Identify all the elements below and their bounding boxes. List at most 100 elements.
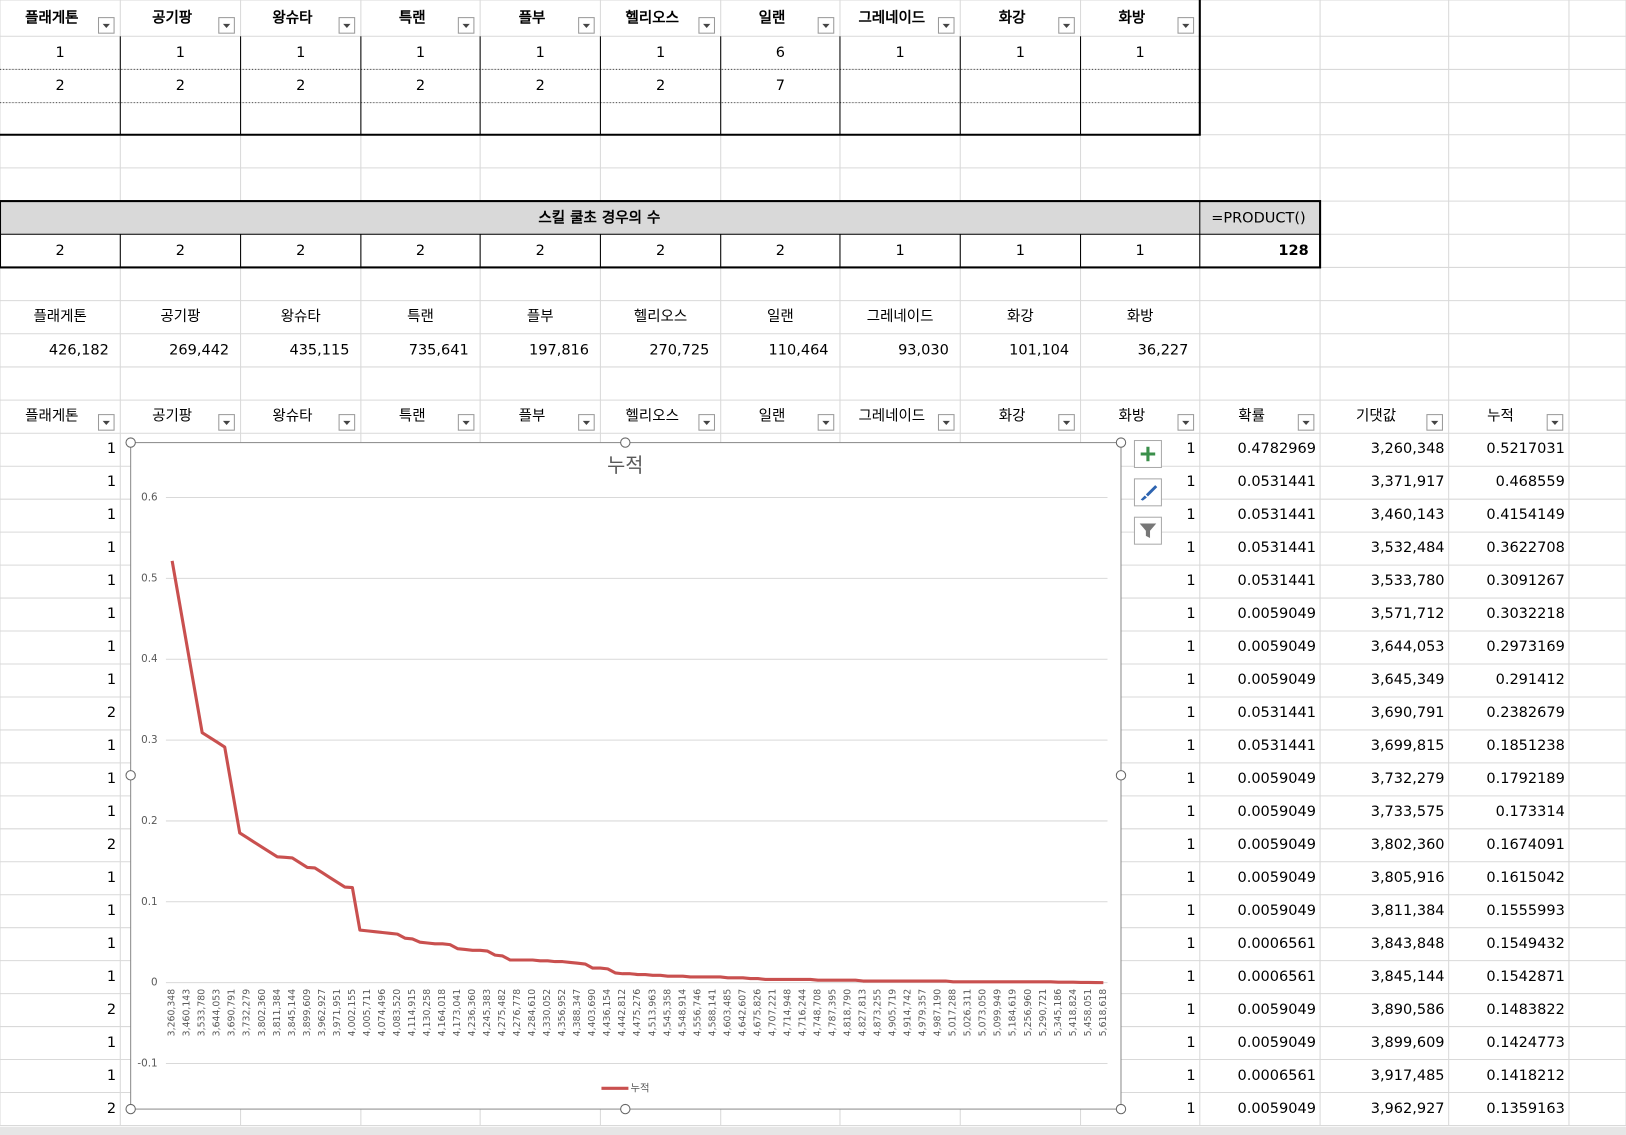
- cell-value: 0.1792189: [1486, 771, 1564, 787]
- x-tick-label: 5,418,824: [1068, 989, 1079, 1037]
- cell-value: 1: [656, 45, 665, 61]
- cell-value: 0.0531441: [1238, 474, 1316, 490]
- resize-handle[interactable]: [1115, 1103, 1127, 1115]
- x-tick-label: 4,173,041: [452, 989, 463, 1037]
- cell-value: 1: [107, 639, 116, 655]
- cell-value: 0.1483822: [1486, 1002, 1564, 1018]
- cell-value: 2: [296, 243, 305, 259]
- damage-value: 270,725: [649, 342, 709, 358]
- cell-value: 0.1674091: [1486, 837, 1564, 853]
- x-tick-label: 4,716,244: [797, 989, 808, 1037]
- cell-value: 0.0006561: [1238, 969, 1316, 985]
- product-result: 128: [1278, 243, 1308, 259]
- chart-buttons[interactable]: [1133, 440, 1162, 545]
- cell-value: 3,732,279: [1371, 771, 1445, 787]
- damage-value: 735,641: [409, 342, 469, 358]
- legend-label: 누적: [630, 1082, 649, 1094]
- column-header: 왕슈타: [272, 408, 312, 425]
- resize-handle[interactable]: [1115, 770, 1127, 781]
- cell-value: 1: [107, 936, 116, 952]
- cell-value: 1: [1186, 540, 1195, 556]
- cell-value: 1: [1186, 573, 1195, 589]
- x-tick-label: 3,971,951: [332, 989, 343, 1037]
- cell-value: 2: [176, 243, 185, 259]
- x-tick-label: 4,914,742: [903, 989, 914, 1036]
- cell-value: 0.0059049: [1238, 639, 1316, 655]
- cell-value: 7: [776, 78, 785, 94]
- resize-handle[interactable]: [620, 437, 631, 448]
- x-tick-label: 5,290,721: [1038, 989, 1049, 1037]
- cell-value: 1: [1186, 1101, 1195, 1117]
- column-header: 누적: [1487, 408, 1514, 425]
- x-tick-label: 3,732,279: [242, 989, 253, 1037]
- x-tick-label: 3,962,927: [317, 989, 328, 1037]
- x-tick-label: 4,284,610: [527, 989, 538, 1037]
- damage-value: 435,115: [289, 342, 349, 358]
- cell-value: 0.1424773: [1486, 1035, 1564, 1051]
- cell-value: 0.2973169: [1486, 639, 1564, 655]
- dropdown-arrow: [942, 420, 950, 425]
- x-tick-label: 5,256,960: [1023, 989, 1034, 1037]
- cell-value: 0.468559: [1496, 474, 1565, 490]
- cell-value: 1: [1186, 870, 1195, 886]
- cell-value: 0.2382679: [1486, 705, 1564, 721]
- damage-header: 그레네이드: [867, 308, 934, 325]
- cell-value: 2: [656, 78, 665, 94]
- cell-value: 0.0059049: [1238, 771, 1316, 787]
- cell-value: 2: [416, 243, 425, 259]
- resize-handle[interactable]: [125, 437, 136, 448]
- column-header: 화강: [999, 9, 1026, 27]
- cell-value: 1: [1016, 45, 1025, 61]
- cell-value: 1: [1186, 1035, 1195, 1051]
- cell-value: 3,460,143: [1371, 507, 1445, 523]
- x-tick-label: 4,675,826: [752, 989, 763, 1037]
- column-header: 기댓값: [1356, 408, 1396, 425]
- cell-value: 0.0059049: [1238, 672, 1316, 688]
- y-tick-label: 0.5: [141, 572, 157, 584]
- cell-value: 1: [1186, 672, 1195, 688]
- funnel-icon: [1139, 523, 1157, 538]
- cell-value: 1: [107, 1068, 116, 1084]
- x-tick-label: 5,618,618: [1098, 989, 1109, 1037]
- chart-area[interactable]: [130, 442, 1122, 1110]
- filter-button[interactable]: [1133, 516, 1162, 545]
- dropdown-arrow: [343, 23, 351, 28]
- cell-value: 2: [656, 243, 665, 259]
- brush-icon: [1140, 485, 1158, 501]
- x-tick-label: 4,818,790: [843, 989, 854, 1037]
- column-header: 화방: [1119, 408, 1146, 425]
- resize-handle[interactable]: [125, 1103, 136, 1115]
- cell-value: 1: [416, 45, 425, 61]
- x-tick-label: 3,460,143: [182, 989, 193, 1037]
- x-tick-label: 4,714,948: [782, 989, 793, 1037]
- resize-handle[interactable]: [620, 1103, 631, 1115]
- cell-value: 0.4782969: [1238, 441, 1316, 457]
- cell-value: 0.1549432: [1486, 936, 1564, 952]
- dropdown-arrow: [1062, 420, 1071, 425]
- damage-header: 왕슈타: [281, 308, 321, 325]
- cell-value: 1: [107, 969, 116, 985]
- cell-value: 3,571,712: [1371, 606, 1445, 622]
- damage-value: 197,816: [529, 342, 589, 358]
- column-header: 플부: [519, 10, 546, 27]
- chart[interactable]: 누적 -0.1 0 0.1 0.2 0.3 0.4 0.5 0.6 3,260,348 3,460…: [125, 437, 1127, 1115]
- damage-value: 101,104: [1009, 342, 1069, 358]
- x-tick-label: 4,164,018: [437, 989, 448, 1037]
- resize-handle[interactable]: [125, 770, 136, 781]
- y-tick-label: 0.3: [141, 734, 157, 746]
- damage-value: 269,442: [169, 342, 229, 358]
- cell-value: 2: [416, 78, 425, 94]
- cell-value: 1: [1186, 507, 1195, 523]
- damage-header: 플래게톤: [33, 308, 86, 325]
- x-tick-label: 4,276,778: [512, 989, 523, 1037]
- cell-value: 0.3032218: [1486, 606, 1564, 622]
- cell-value: 1: [107, 903, 116, 919]
- x-tick-label: 3,845,144: [287, 989, 298, 1037]
- x-tick-label: 4,603,485: [722, 989, 733, 1037]
- cell-value: 3,699,815: [1371, 738, 1445, 754]
- resize-handle[interactable]: [1115, 437, 1127, 448]
- formula-text: =PRODUCT(): [1211, 211, 1305, 227]
- cell-value: 1: [1136, 45, 1145, 61]
- cell-value: 0.4154149: [1486, 507, 1564, 523]
